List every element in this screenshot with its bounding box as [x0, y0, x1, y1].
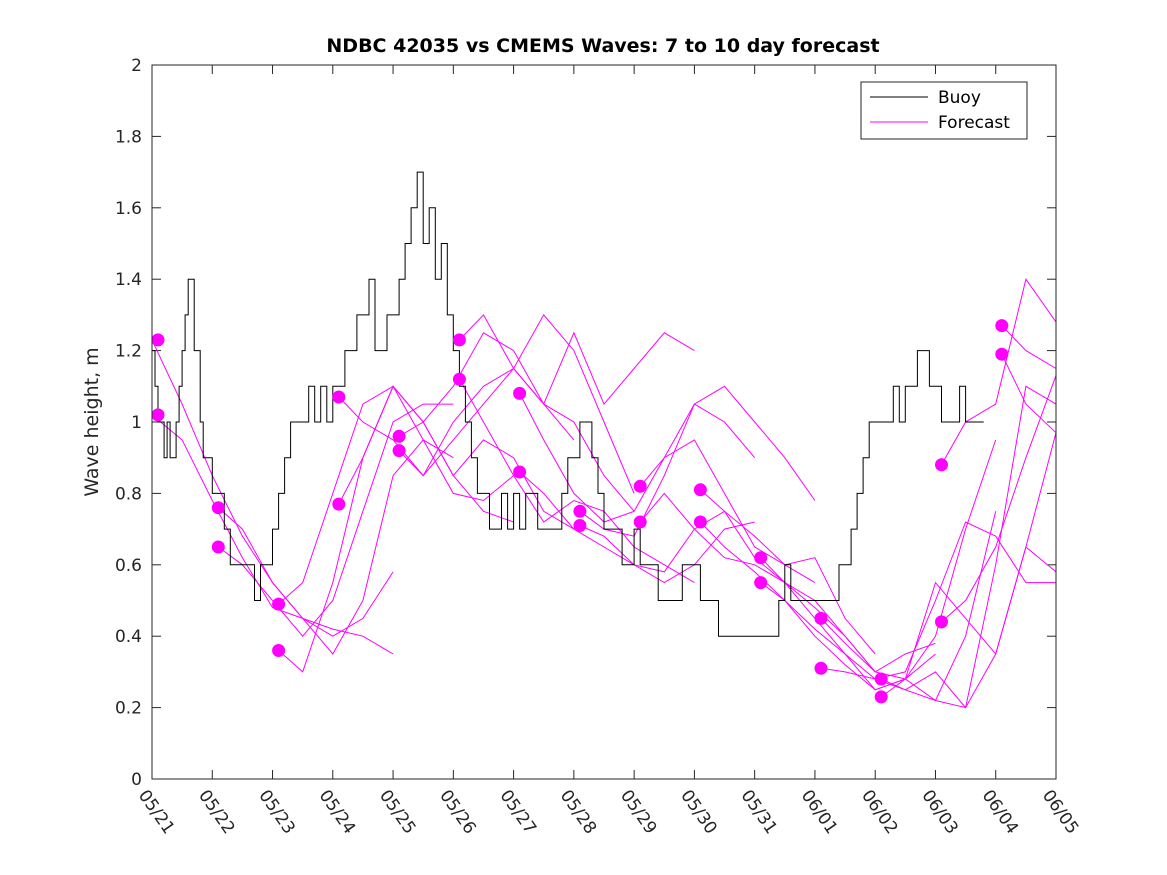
- x-tick-label: 05/29: [616, 786, 660, 838]
- x-tick-labels: 05/21 05/22 05/23 05/24 05/25 05/26 05/27 05/28…: [134, 786, 1082, 838]
- x-tick-label: 05/28: [556, 786, 600, 838]
- forecast-line: [519, 393, 756, 523]
- x-tick-label: 05/31: [737, 786, 781, 838]
- x-tick-label: 06/04: [978, 786, 1022, 838]
- forecast-start-marker: [151, 408, 165, 422]
- legend-buoy-label: Buoy: [938, 88, 981, 108]
- forecast-start-marker: [935, 615, 948, 629]
- forecast-line: [1001, 325, 1057, 369]
- y-tick-label: 0.6: [115, 556, 142, 576]
- forecast-start-marker: [211, 501, 225, 515]
- forecast-line: [639, 492, 876, 673]
- forecast-start-marker: [332, 497, 346, 511]
- buoy-line: [152, 171, 984, 637]
- y-tick-label: 0: [131, 770, 142, 790]
- x-tick-label: 06/05: [1038, 786, 1082, 838]
- x-tick-label: 05/22: [194, 786, 238, 838]
- forecast-start-marker: [935, 458, 948, 472]
- forecast-line: [760, 439, 997, 691]
- forecast-start-marker: [814, 611, 828, 625]
- legend-forecast-label: Forecast: [938, 113, 1010, 133]
- forecast-start-marker: [452, 333, 466, 347]
- y-axis-label: Wave height, m: [81, 347, 103, 496]
- x-tick-label: 05/21: [134, 786, 178, 838]
- forecast-start-marker: [392, 429, 406, 443]
- x-tick-label: 05/26: [435, 786, 479, 838]
- forecast-start-marker: [513, 386, 527, 400]
- forecast-start-marker: [151, 333, 165, 347]
- forecast-start-marker: [693, 483, 707, 497]
- forecast-line: [880, 546, 1057, 698]
- forecast-start-marker: [874, 690, 888, 704]
- forecast-line: [579, 385, 816, 537]
- forecast-start-marker: [633, 479, 647, 493]
- plot-frame: [151, 64, 1057, 780]
- forecast-start-marker: [332, 390, 346, 404]
- y-tick-label: 1.2: [115, 342, 142, 362]
- series-layer: [151, 171, 1057, 709]
- forecast-start-marker: [693, 515, 707, 529]
- forecast-start-marker: [392, 444, 406, 458]
- forecast-start-marker: [573, 519, 587, 532]
- y-tick-label: 0.4: [115, 627, 142, 647]
- forecast-line: [820, 521, 1056, 680]
- y-tick-label: 1.4: [115, 270, 142, 290]
- forecast-line: [217, 439, 454, 655]
- x-tick-label: 06/03: [917, 786, 961, 838]
- forecast-start-marker: [211, 540, 225, 554]
- x-tick-label: 05/27: [496, 786, 540, 838]
- y-tick-label: 1.8: [115, 127, 142, 147]
- forecast-start-marker: [513, 465, 527, 479]
- forecast-line: [1001, 353, 1057, 434]
- x-tick-label: 05/25: [375, 786, 419, 838]
- forecast-line: [880, 385, 1057, 709]
- y-tick-label: 1: [131, 413, 142, 433]
- forecast-line: [151, 414, 394, 655]
- forecast-start-marker: [573, 504, 587, 518]
- x-tick-label: 06/01: [797, 786, 841, 838]
- forecast-start-marker: [754, 576, 768, 590]
- x-tick-label: 05/24: [315, 786, 359, 838]
- forecast-start-marker: [814, 661, 828, 675]
- forecast-line: [639, 439, 876, 655]
- x-tick-label: 06/02: [857, 786, 901, 838]
- forecast-line: [941, 375, 1057, 623]
- chart-title: NDBC 42035 vs CMEMS Waves: 7 to 10 day f…: [326, 35, 879, 57]
- y-tick-labels: 0 0.2 0.4 0.6 0.8 1 1.2 1.4 1.6 1.8 2: [115, 56, 142, 790]
- forecast-start-marker: [272, 597, 286, 611]
- x-tick-label: 05/23: [254, 786, 298, 838]
- forecast-start-marker: [272, 644, 286, 657]
- forecast-line: [458, 378, 695, 584]
- forecast-line: [941, 278, 1057, 466]
- forecast-start-marker: [995, 347, 1009, 361]
- x-tick-label: 05/30: [676, 786, 720, 838]
- forecast-start-marker: [452, 372, 466, 386]
- y-tick-label: 0.8: [115, 484, 142, 504]
- legend: Buoy Forecast: [860, 81, 1028, 140]
- y-tick-label: 1.6: [115, 199, 142, 219]
- y-tick-label: 2: [131, 56, 142, 76]
- y-tick-label: 0.2: [115, 699, 142, 719]
- forecast-start-marker: [874, 672, 888, 686]
- forecast-line: [700, 489, 936, 673]
- forecast-start-marker: [754, 551, 768, 565]
- forecast-start-marker: [995, 319, 1009, 333]
- forecast-start-marker: [633, 515, 647, 529]
- legend-box: [860, 81, 1028, 140]
- forecast-line: [459, 314, 695, 406]
